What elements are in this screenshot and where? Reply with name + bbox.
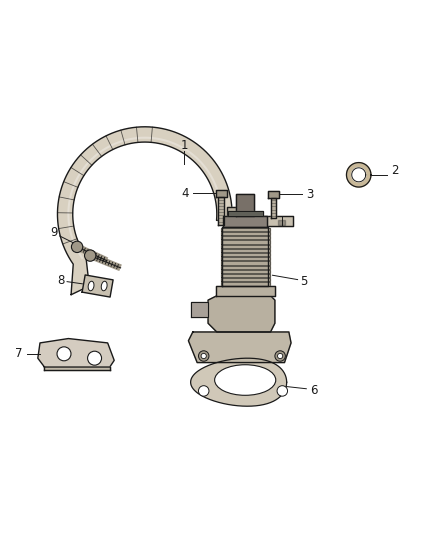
Polygon shape: [220, 245, 270, 248]
Polygon shape: [220, 282, 270, 286]
Polygon shape: [208, 296, 275, 332]
Polygon shape: [44, 367, 110, 370]
Ellipse shape: [88, 281, 94, 291]
Text: 8: 8: [57, 274, 64, 287]
Circle shape: [198, 351, 209, 361]
Polygon shape: [227, 207, 249, 235]
Polygon shape: [220, 253, 270, 256]
Polygon shape: [188, 332, 291, 362]
Polygon shape: [220, 278, 270, 281]
Polygon shape: [220, 274, 270, 277]
Polygon shape: [215, 190, 227, 197]
Circle shape: [278, 353, 283, 359]
Text: 2: 2: [391, 164, 398, 177]
Polygon shape: [191, 358, 287, 406]
Polygon shape: [236, 195, 254, 216]
Polygon shape: [220, 240, 270, 244]
Circle shape: [85, 250, 96, 261]
Circle shape: [88, 351, 102, 365]
Polygon shape: [220, 249, 270, 252]
Circle shape: [201, 353, 206, 359]
Polygon shape: [57, 127, 267, 295]
Polygon shape: [279, 220, 286, 224]
Polygon shape: [228, 211, 263, 216]
Ellipse shape: [215, 365, 276, 395]
Polygon shape: [216, 286, 275, 296]
Text: 4: 4: [182, 187, 189, 200]
Polygon shape: [271, 198, 276, 219]
Polygon shape: [191, 302, 208, 317]
Polygon shape: [220, 257, 270, 261]
Circle shape: [57, 347, 71, 361]
Polygon shape: [220, 236, 270, 239]
Text: 5: 5: [300, 275, 308, 288]
Polygon shape: [268, 191, 279, 198]
Polygon shape: [346, 163, 371, 187]
Polygon shape: [220, 228, 270, 231]
Polygon shape: [219, 197, 224, 225]
Circle shape: [71, 241, 83, 253]
Text: 6: 6: [310, 384, 318, 397]
Polygon shape: [220, 261, 270, 264]
Polygon shape: [220, 265, 270, 269]
Polygon shape: [249, 216, 293, 227]
Text: 7: 7: [15, 348, 23, 360]
Circle shape: [275, 351, 286, 361]
Circle shape: [277, 386, 288, 396]
Text: 1: 1: [180, 139, 188, 151]
Polygon shape: [222, 227, 268, 286]
Polygon shape: [82, 275, 113, 297]
Text: 9: 9: [50, 227, 58, 239]
Circle shape: [198, 386, 209, 396]
Polygon shape: [352, 168, 366, 182]
Polygon shape: [38, 338, 114, 367]
Polygon shape: [223, 216, 267, 227]
Polygon shape: [220, 270, 270, 273]
Text: 3: 3: [306, 188, 313, 201]
Ellipse shape: [101, 281, 107, 291]
Polygon shape: [220, 232, 270, 235]
